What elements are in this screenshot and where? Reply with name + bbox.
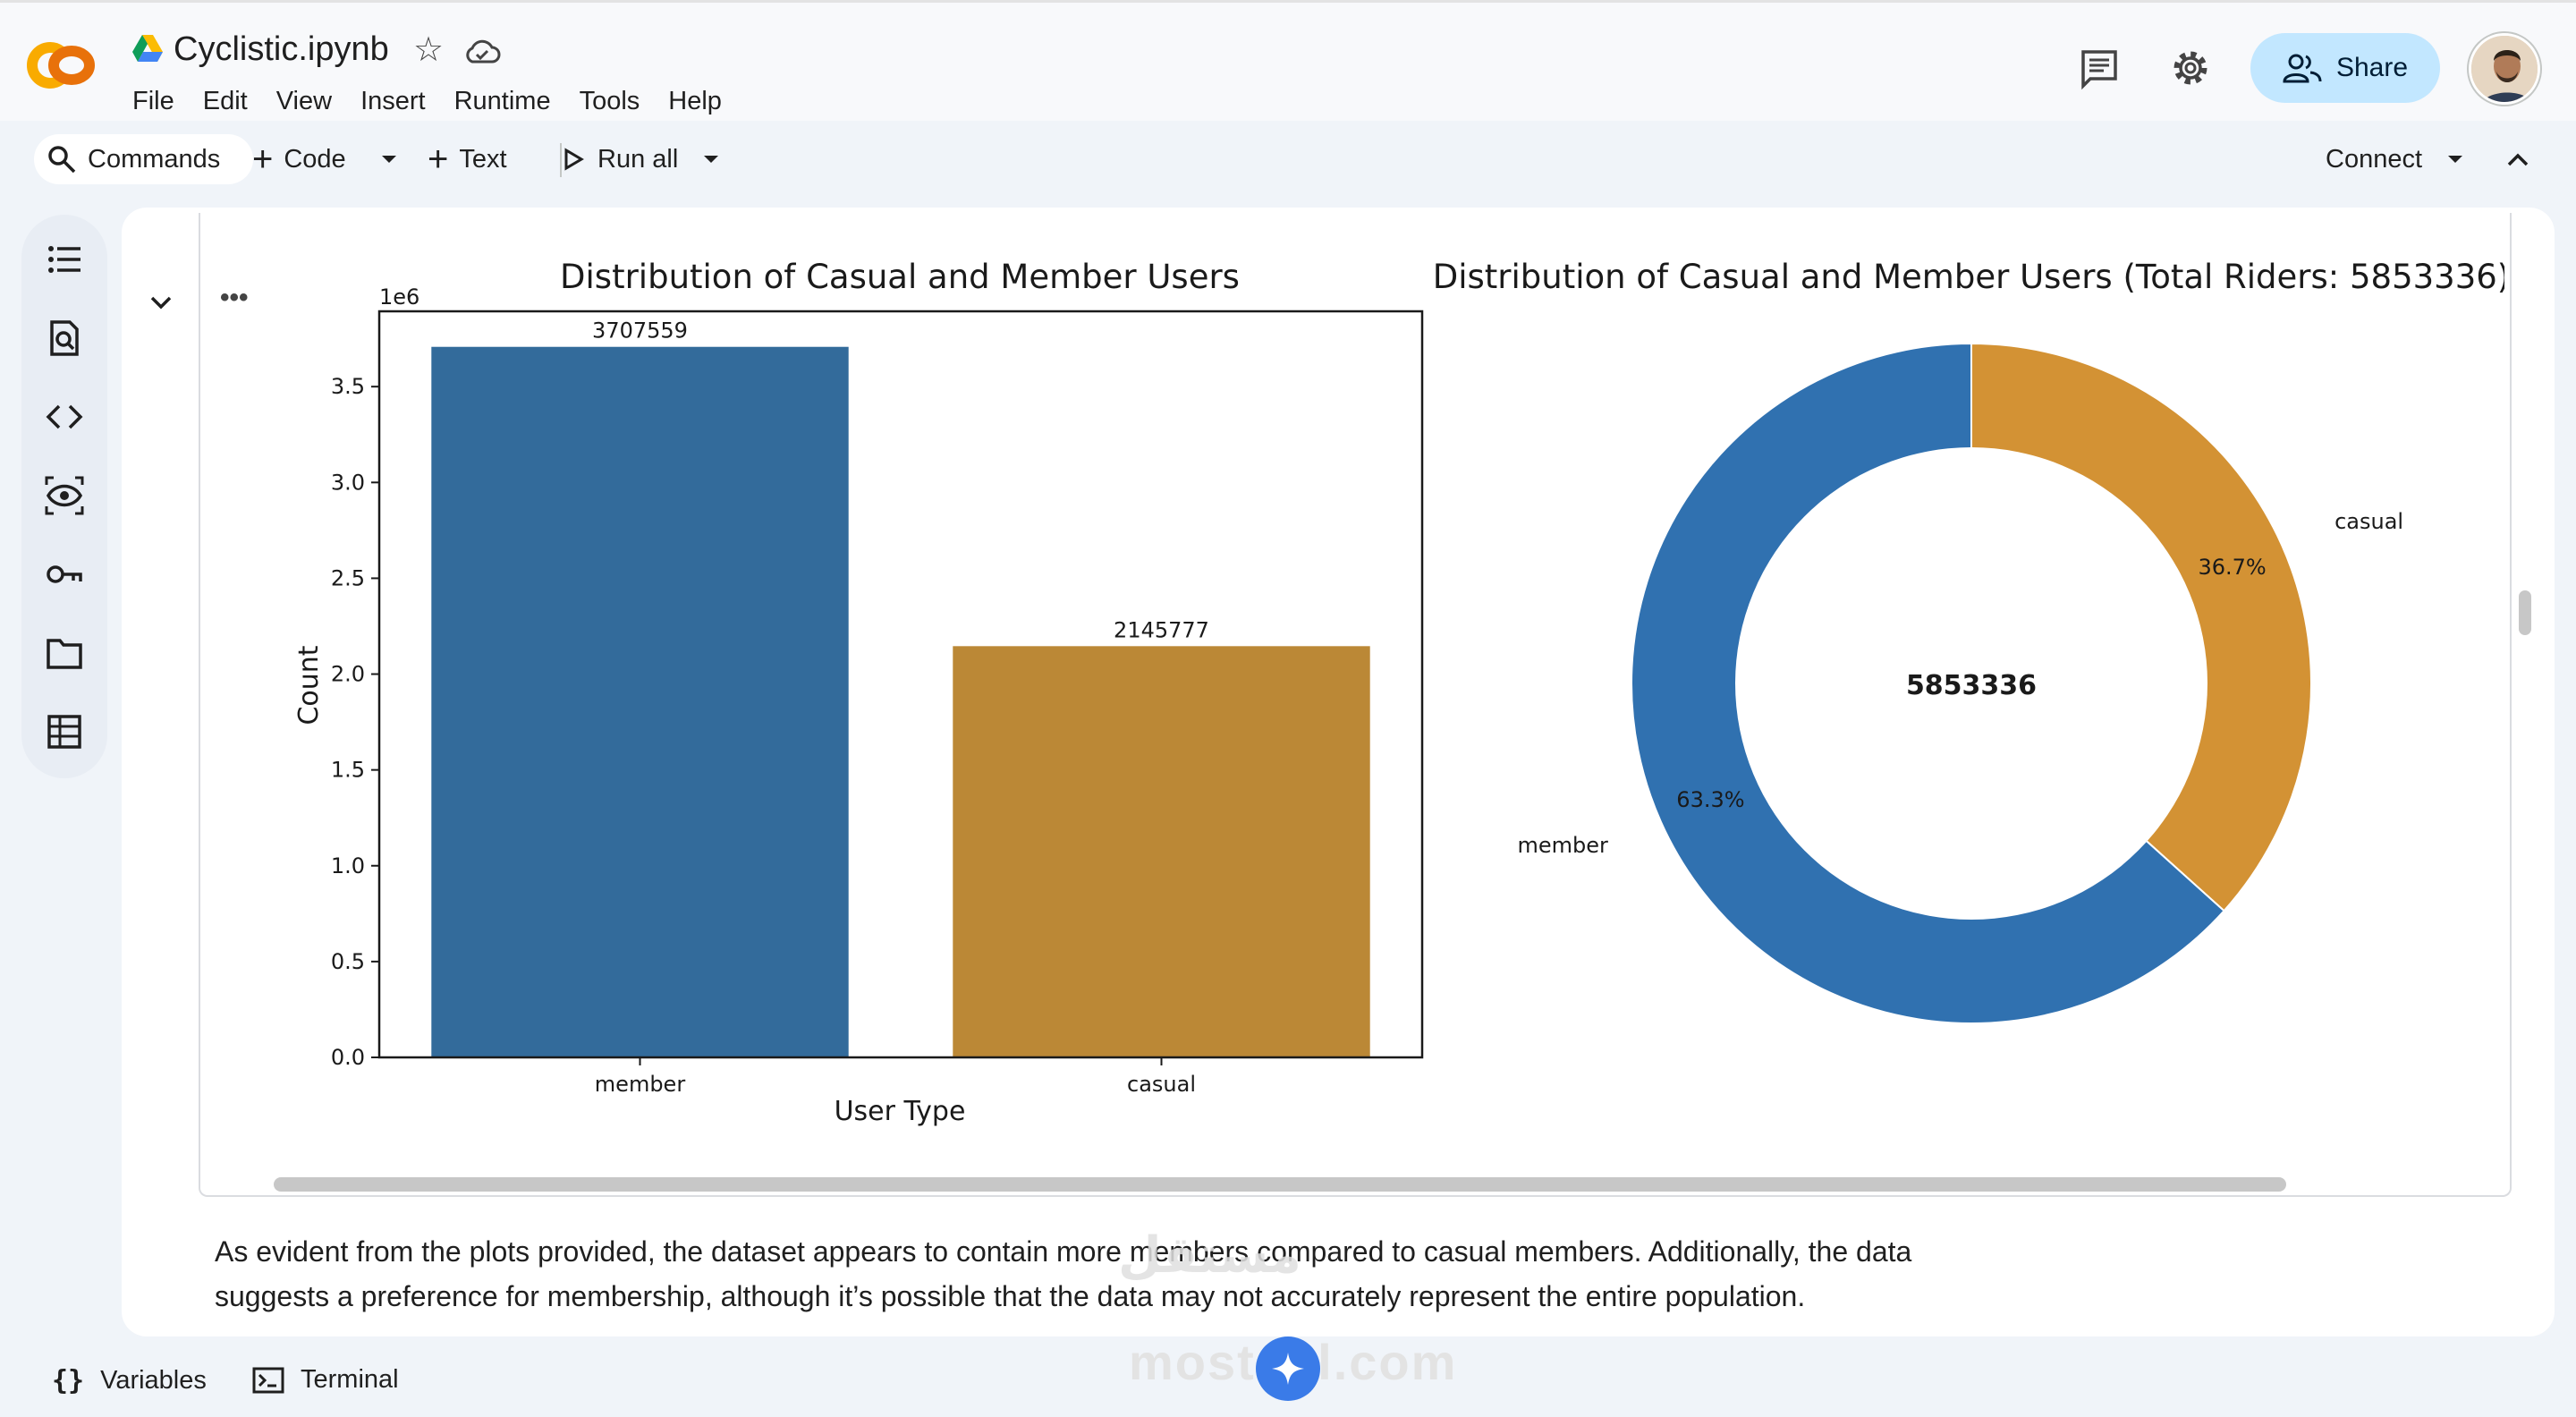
menu-file[interactable]: File	[132, 87, 174, 115]
colab-logo[interactable]	[27, 38, 109, 92]
bar-data-label: 2145777	[1114, 617, 1209, 642]
cell-output-menu-icon[interactable]: •••	[220, 283, 249, 312]
notebook-toolbar: Commands + Code + Text Run all Connect	[21, 127, 2555, 191]
braces-icon: {}	[52, 1365, 85, 1396]
y-tick-label: 0.5	[331, 949, 365, 974]
notebook-title[interactable]: Cyclistic.ipynb	[174, 30, 389, 68]
caret-down-icon	[2448, 156, 2462, 163]
toolbar-divider	[560, 143, 562, 177]
y-tick-label: 3.0	[331, 470, 365, 495]
user-avatar[interactable]	[2469, 33, 2540, 105]
bar-member	[431, 346, 849, 1057]
search-icon	[48, 146, 76, 174]
watermark-arabic: مستقل	[1118, 1226, 1301, 1283]
y-tick-label: 1.0	[331, 853, 365, 878]
text-label: Text	[459, 144, 507, 174]
y-tick-label: 0.0	[331, 1045, 365, 1070]
cell-output-frame	[199, 213, 2512, 1197]
donut-center-total: 5853336	[1906, 670, 2037, 701]
commands-group[interactable]: Commands	[47, 127, 220, 191]
y-multiplier-label: 1e6	[379, 284, 419, 310]
donut-pct-label: 36.7%	[2198, 555, 2266, 580]
caret-down-icon	[382, 156, 396, 163]
markdown-line-2: suggests a preference for membership, al…	[215, 1280, 1806, 1312]
menu-bar: File Edit View Insert Runtime Tools Help	[132, 87, 750, 116]
y-tick-label: 3.5	[331, 374, 365, 399]
terminal-icon	[252, 1367, 284, 1393]
caret-down-icon	[704, 156, 718, 163]
collapse-header-button[interactable]	[2506, 127, 2529, 191]
terminal-button[interactable]: Terminal	[252, 1365, 399, 1395]
share-button[interactable]: Share	[2250, 33, 2440, 103]
code-dropdown[interactable]	[379, 127, 399, 191]
donut-category-label: member	[1517, 833, 1608, 858]
markdown-text-cell[interactable]: As evident from the plots provided, the …	[215, 1229, 2004, 1319]
table-of-contents-icon[interactable]	[45, 240, 84, 279]
bar-plot-frame	[377, 310, 1424, 1059]
google-drive-icon[interactable]	[132, 35, 163, 62]
variable-inspector-icon[interactable]	[45, 476, 84, 515]
files-folder-icon[interactable]	[45, 633, 84, 673]
markdown-line-1: As evident from the plots provided, the …	[215, 1235, 1912, 1268]
terminal-label: Terminal	[301, 1365, 399, 1394]
run-all-dropdown[interactable]	[701, 127, 721, 191]
y-tick-label: 1.5	[331, 758, 365, 783]
variables-label: Variables	[100, 1366, 207, 1395]
settings-gear-icon[interactable]	[2168, 46, 2213, 90]
bar-casual	[953, 646, 1370, 1057]
menu-view[interactable]: View	[275, 87, 333, 115]
find-replace-icon[interactable]	[45, 318, 84, 358]
comments-icon[interactable]	[2077, 46, 2122, 90]
left-side-rail	[21, 215, 107, 778]
star-icon[interactable]: ☆	[413, 31, 445, 69]
donut-chart: Distribution of Casual and Member Users …	[1433, 258, 2504, 1024]
vertical-scrollbar[interactable]	[2519, 590, 2531, 635]
plus-icon: +	[428, 139, 449, 179]
bar-chart-title: Distribution of Casual and Member Users	[560, 258, 1240, 296]
people-icon	[2283, 54, 2322, 83]
menu-insert[interactable]: Insert	[360, 87, 426, 115]
variables-button[interactable]: {} Variables	[52, 1365, 207, 1396]
donut-category-label: casual	[2334, 509, 2403, 534]
donut-pct-label: 63.3%	[1676, 787, 1744, 812]
y-tick-label: 2.0	[331, 662, 365, 687]
menu-edit[interactable]: Edit	[202, 87, 248, 115]
collapse-cell-chevron-icon[interactable]	[147, 288, 175, 317]
bar-chart: Distribution of Casual and Member Users …	[293, 258, 1424, 1127]
sparkle-icon	[1272, 1353, 1304, 1385]
add-text-button[interactable]: + Text	[428, 127, 507, 191]
charts-output: Distribution of Casual and Member Users …	[293, 258, 2504, 1127]
commands-button[interactable]	[34, 134, 253, 184]
secrets-key-icon[interactable]	[45, 555, 84, 594]
play-icon	[564, 148, 584, 171]
share-label: Share	[2335, 53, 2409, 82]
y-axis-label: Count	[293, 645, 325, 725]
gemini-assistant-button[interactable]	[1256, 1336, 1320, 1401]
commands-label: Commands	[88, 144, 221, 174]
x-axis-label: User Type	[835, 1096, 966, 1127]
y-tick-label: 2.5	[331, 565, 365, 590]
connect-button[interactable]: Connect	[2326, 127, 2422, 191]
cloud-saved-icon[interactable]	[463, 37, 501, 65]
data-table-icon[interactable]	[45, 712, 84, 751]
x-tick-label: casual	[1127, 1072, 1196, 1097]
code-snippets-icon[interactable]	[45, 397, 84, 437]
connect-dropdown[interactable]	[2445, 127, 2465, 191]
menu-help[interactable]: Help	[668, 87, 722, 115]
plus-icon: +	[252, 139, 274, 179]
bar-data-label: 3707559	[592, 318, 688, 344]
menu-tools[interactable]: Tools	[579, 87, 640, 115]
menu-runtime[interactable]: Runtime	[453, 87, 551, 115]
app-header: Cyclistic.ipynb ☆ File Edit View Insert …	[0, 0, 2576, 121]
run-all-button[interactable]: Run all	[562, 127, 678, 191]
add-code-button[interactable]: + Code	[252, 127, 346, 191]
donut-hole	[1735, 447, 2207, 920]
horizontal-scrollbar[interactable]	[274, 1177, 2286, 1192]
x-tick-label: member	[595, 1072, 686, 1097]
donut-chart-title: Distribution of Casual and Member Users …	[1433, 258, 2504, 296]
run-all-label: Run all	[597, 144, 679, 174]
code-label: Code	[284, 144, 346, 174]
chevron-up-icon	[2507, 153, 2529, 166]
connect-label: Connect	[2326, 144, 2423, 174]
